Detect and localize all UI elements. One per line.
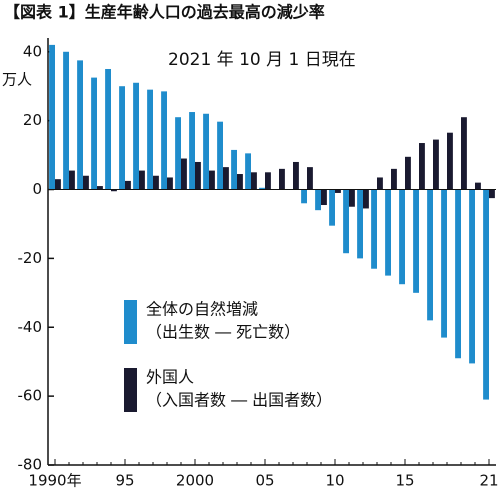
bar bbox=[399, 189, 405, 285]
x-tick-label: 95 bbox=[115, 472, 134, 490]
bar bbox=[153, 175, 159, 190]
bar bbox=[335, 189, 341, 193]
y-tick-label: -40 bbox=[18, 318, 43, 336]
bar bbox=[63, 51, 69, 190]
bar bbox=[433, 139, 439, 190]
bar bbox=[315, 189, 321, 211]
bar bbox=[343, 189, 349, 254]
bar bbox=[181, 158, 187, 190]
legend-swatch bbox=[124, 300, 137, 344]
bar bbox=[441, 189, 447, 338]
bar bbox=[469, 189, 475, 364]
bar bbox=[307, 167, 313, 190]
bar bbox=[203, 113, 209, 190]
bar bbox=[301, 189, 307, 204]
bar bbox=[209, 170, 215, 190]
bar bbox=[231, 149, 237, 190]
bar bbox=[357, 189, 363, 259]
legend-label: 外国人 bbox=[146, 368, 194, 387]
bar bbox=[133, 82, 139, 190]
bar bbox=[391, 168, 397, 190]
bar bbox=[349, 189, 355, 207]
bar bbox=[175, 117, 181, 190]
bar bbox=[265, 172, 271, 190]
y-tick-label: 0 bbox=[32, 180, 42, 198]
bar bbox=[293, 161, 299, 190]
bar bbox=[97, 186, 103, 190]
y-tick-label: -20 bbox=[18, 249, 43, 267]
y-tick-label: 40 bbox=[23, 42, 42, 60]
bar bbox=[461, 117, 467, 190]
bar bbox=[279, 168, 285, 190]
bar bbox=[489, 189, 495, 199]
bar bbox=[483, 189, 489, 400]
bar bbox=[377, 177, 383, 190]
bar bbox=[69, 170, 75, 190]
bar bbox=[237, 174, 243, 190]
bar bbox=[321, 189, 327, 206]
y-tick-label: -80 bbox=[18, 456, 43, 474]
legend-note: （入国者数 ― 出国者数） bbox=[146, 391, 332, 410]
bar bbox=[371, 189, 377, 269]
bar bbox=[91, 77, 97, 190]
y-tick-label: 20 bbox=[23, 111, 42, 129]
bar bbox=[447, 132, 453, 190]
x-tick-label: 05 bbox=[255, 472, 274, 490]
bar bbox=[139, 170, 145, 190]
x-tick-label: 15 bbox=[395, 472, 414, 490]
bar bbox=[125, 180, 131, 190]
bar bbox=[189, 112, 195, 190]
legend-note: （出生数 ― 死亡数） bbox=[146, 323, 300, 342]
y-axis-label: 万人 bbox=[2, 71, 32, 89]
bar bbox=[475, 182, 481, 190]
bar bbox=[223, 167, 229, 190]
x-tick-label: 10 bbox=[325, 472, 344, 490]
annotation: 2021 年 10 月 1 日現在 bbox=[168, 50, 356, 70]
bar bbox=[413, 189, 419, 293]
bar bbox=[55, 179, 61, 190]
legend-label: 全体の自然増減 bbox=[146, 300, 258, 319]
bar bbox=[161, 91, 167, 190]
chart-title: 【図表 1】生産年齢人口の過去最高の減少率 bbox=[4, 3, 325, 22]
bar bbox=[419, 143, 425, 190]
bar bbox=[105, 68, 111, 190]
bar bbox=[405, 156, 411, 190]
bar bbox=[427, 189, 433, 321]
bar bbox=[217, 121, 223, 190]
x-tick-label: 1990年 bbox=[28, 472, 81, 490]
bar bbox=[77, 60, 83, 190]
y-tick-label: -60 bbox=[18, 387, 43, 405]
bar bbox=[259, 187, 265, 190]
bar bbox=[119, 86, 125, 190]
x-tick-label: 2000 bbox=[176, 472, 214, 490]
bar bbox=[167, 177, 173, 190]
legend-swatch bbox=[124, 368, 137, 412]
bar bbox=[195, 161, 201, 190]
bar bbox=[385, 189, 391, 276]
bar bbox=[49, 44, 55, 190]
bar bbox=[251, 172, 257, 190]
bar bbox=[329, 189, 335, 226]
bar bbox=[245, 153, 251, 190]
bar bbox=[455, 189, 461, 359]
bar bbox=[147, 89, 153, 190]
x-tick-label: 21 bbox=[479, 472, 498, 490]
bar bbox=[111, 189, 117, 192]
bar bbox=[83, 175, 89, 190]
bar bbox=[363, 189, 369, 209]
